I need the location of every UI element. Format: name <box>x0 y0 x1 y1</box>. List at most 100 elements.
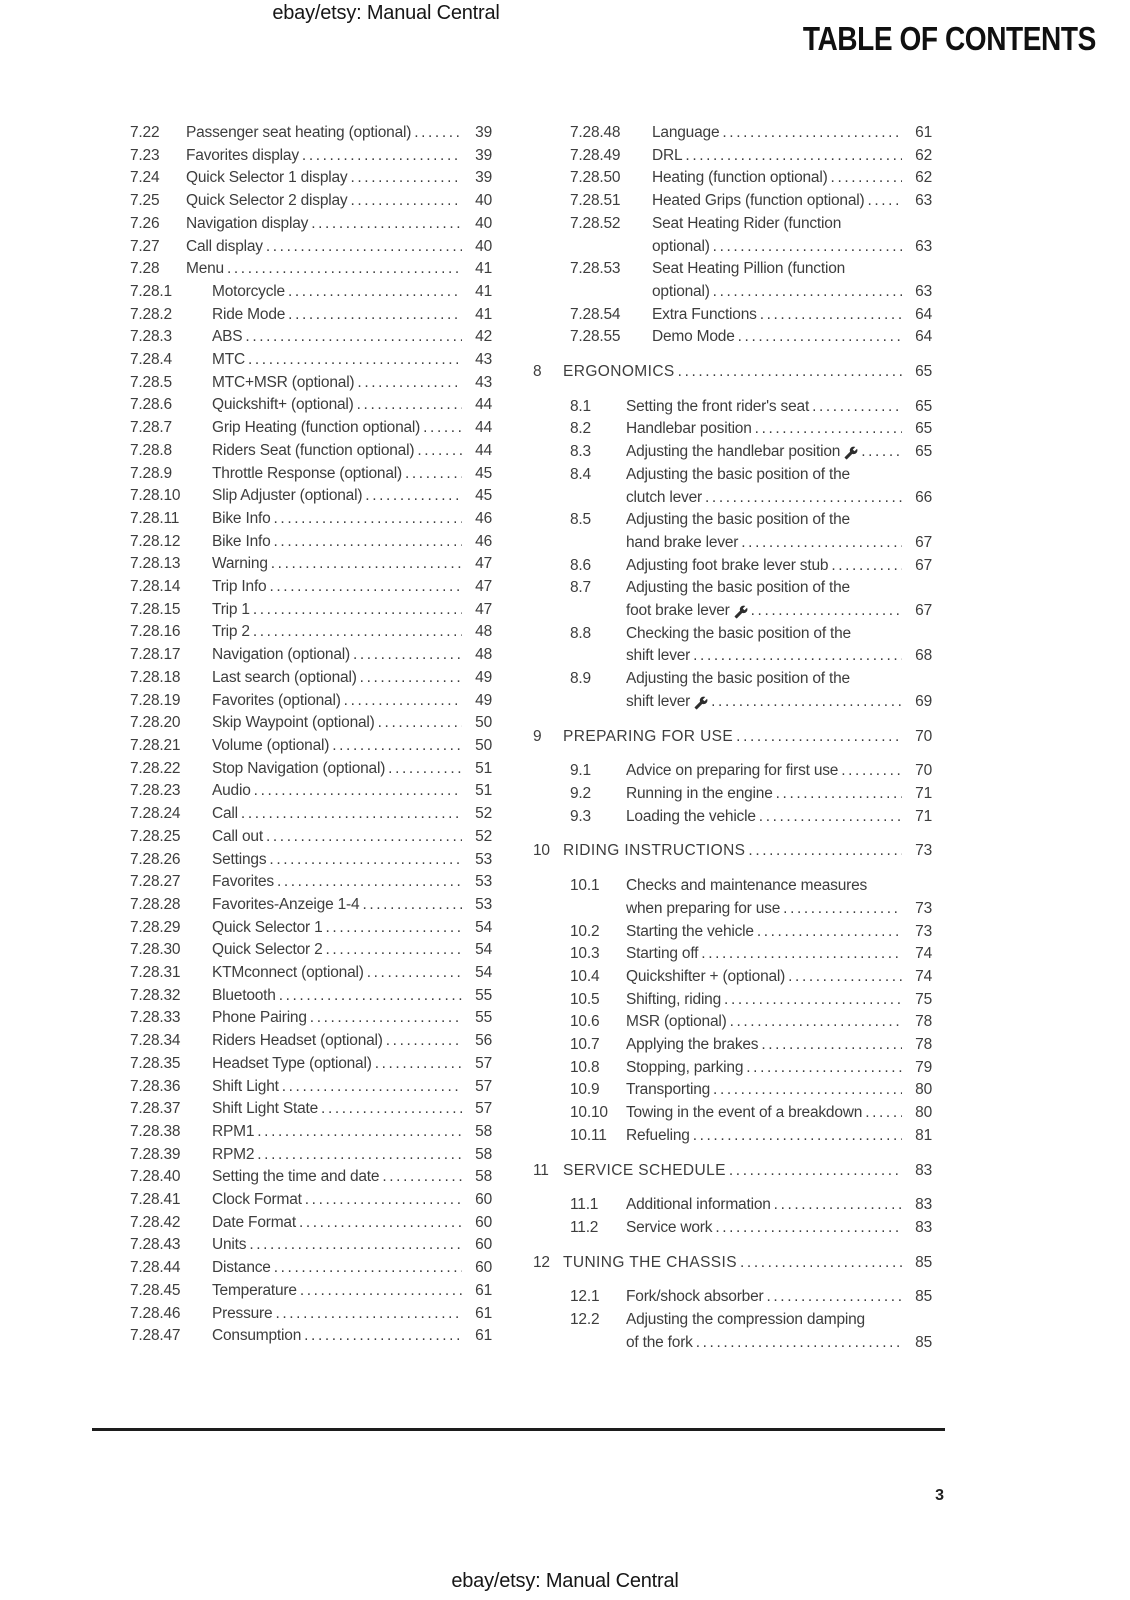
entry-label: Grip Heating (function optional) <box>212 419 421 437</box>
dot-leader <box>254 780 462 803</box>
entry-number: 7.28.21 <box>130 736 181 754</box>
entry-number: 7.28.3 <box>130 328 172 346</box>
entry-label: Adjusting the handlebar position <box>626 443 841 461</box>
dot-leader <box>274 508 462 531</box>
dot-leader <box>275 1303 462 1326</box>
toc-entry-row: 7.28.3 ABS 42 <box>130 326 492 349</box>
entry-page: 74 <box>915 967 932 985</box>
entry-page: 62 <box>915 169 932 187</box>
toc-entry-row: 7.28.12 Bike Info 46 <box>130 531 492 554</box>
toc-entry-row: 7.28.8 Riders Seat (function optional) 44 <box>130 440 492 463</box>
dot-leader <box>693 645 902 668</box>
dot-leader <box>774 1194 902 1217</box>
entry-label: Stop Navigation (optional) <box>212 759 386 777</box>
entry-number: 10.3 <box>570 945 600 963</box>
entry-number: 7.28.39 <box>130 1145 181 1163</box>
dot-leader <box>751 600 902 623</box>
entry-label: Quick Selector 1 display <box>186 169 348 187</box>
dot-leader <box>405 463 462 486</box>
entry-number: 7.28.27 <box>130 873 181 891</box>
entry-page: 44 <box>475 419 492 437</box>
entry-number: 7.28.54 <box>570 305 621 323</box>
entry-number: 8.9 <box>570 670 591 688</box>
entry-page: 53 <box>475 873 492 891</box>
toc-entry-row: 7.28.55 Demo Mode 64 <box>533 326 932 349</box>
toc-entry-row: 7.28 Menu 41 <box>130 258 492 281</box>
entry-number: 7.28.51 <box>570 192 621 210</box>
toc-entry-row: 7.28.37 Shift Light State 57 <box>130 1098 492 1121</box>
entry-page: 52 <box>475 805 492 823</box>
entry-label: Shift Light State <box>212 1100 319 1118</box>
entry-page: 65 <box>915 363 932 381</box>
entry-label: Navigation (optional) <box>212 646 350 664</box>
entry-page: 52 <box>475 827 492 845</box>
toc-entry-row: 7.28.5 MTC+MSR (optional) 43 <box>130 372 492 395</box>
dot-leader <box>759 806 902 829</box>
dot-leader <box>365 485 462 508</box>
entry-label: optional) <box>652 282 710 300</box>
entry-number: 7.28.50 <box>570 169 621 187</box>
entry-label: RPM1 <box>212 1122 255 1140</box>
entry-label: Audio <box>212 782 251 800</box>
toc-entry-row: 11.1 Additional information 83 <box>533 1194 932 1217</box>
entry-page: 81 <box>915 1126 932 1144</box>
toc-entry-row: 7.28.20 Skip Waypoint (optional) 50 <box>130 712 492 735</box>
entry-number: 7.28.13 <box>130 555 181 573</box>
dot-leader <box>423 417 462 440</box>
dot-leader <box>382 1166 462 1189</box>
entry-number: 10.4 <box>570 967 600 985</box>
entry-page: 66 <box>915 488 932 506</box>
entry-label: shift lever <box>626 692 691 710</box>
entry-page: 41 <box>475 282 492 300</box>
entry-page: 53 <box>475 895 492 913</box>
entry-page: 71 <box>915 807 932 825</box>
entry-number: 7.28.24 <box>130 805 181 823</box>
toc-entry-row: 7.28.23 Audio 51 <box>130 780 492 803</box>
dot-leader <box>757 921 902 944</box>
entry-label: Fork/shock absorber <box>626 1288 764 1306</box>
toc-entry-row: 7.28.7 Grip Heating (function optional) 44 <box>130 417 492 440</box>
entry-page: 48 <box>475 646 492 664</box>
page-number: 3 <box>935 1487 944 1504</box>
dot-leader <box>414 122 462 145</box>
toc-entry-row: 7.25 Quick Selector 2 display 40 <box>130 190 492 213</box>
entry-number: 7.28.18 <box>130 668 181 686</box>
toc-entry-row: 7.28.54 Extra Functions 64 <box>533 304 932 327</box>
entry-label: Clock Format <box>212 1191 302 1209</box>
toc-entry-row: 7.28.26 Settings 53 <box>130 849 492 872</box>
toc-entry-row: 8.5 Adjusting the basic position of the ha… <box>533 509 932 554</box>
toc-entry-row: 7.28.4 MTC 43 <box>130 349 492 372</box>
entry-number: 7.28.31 <box>130 964 181 982</box>
dot-leader <box>417 440 462 463</box>
dot-leader <box>736 726 902 749</box>
entry-label: Trip 1 <box>212 600 250 618</box>
entry-number: 7.28.16 <box>130 623 181 641</box>
dot-leader <box>715 1217 902 1240</box>
entry-label: Throttle Response (optional) <box>212 464 402 482</box>
entry-page: 61 <box>475 1327 492 1345</box>
entry-page: 63 <box>915 192 932 210</box>
entry-page: 57 <box>475 1077 492 1095</box>
entry-page: 49 <box>475 691 492 709</box>
dot-leader <box>357 372 462 395</box>
entry-number: 7.28.17 <box>130 646 181 664</box>
entry-label: Service work <box>626 1218 713 1236</box>
dot-leader <box>678 361 902 384</box>
entry-page: 60 <box>475 1259 492 1277</box>
entry-label: Quickshifter + (optional) <box>626 967 786 985</box>
toc-entry-row: 7.28.28 Favorites-Anzeige 1-4 53 <box>130 894 492 917</box>
toc-entry-row: 10.8 Stopping, parking 79 <box>533 1057 932 1080</box>
dot-leader <box>253 599 462 622</box>
entry-label: PREPARING FOR USE <box>563 727 734 745</box>
toc-entry-row: 7.28.25 Call out 52 <box>130 826 492 849</box>
toc-entry-row: 7.28.45 Temperature 61 <box>130 1280 492 1303</box>
entry-number: 9.1 <box>570 762 591 780</box>
entry-page: 74 <box>915 945 932 963</box>
entry-page: 45 <box>475 464 492 482</box>
entry-label: MSR (optional) <box>626 1013 727 1031</box>
entry-number: 7.28.37 <box>130 1100 181 1118</box>
entry-number: 11.1 <box>570 1196 599 1214</box>
dot-leader <box>730 1011 902 1034</box>
toc-entry-row: 8.4 Adjusting the basic position of the cl… <box>533 464 932 509</box>
